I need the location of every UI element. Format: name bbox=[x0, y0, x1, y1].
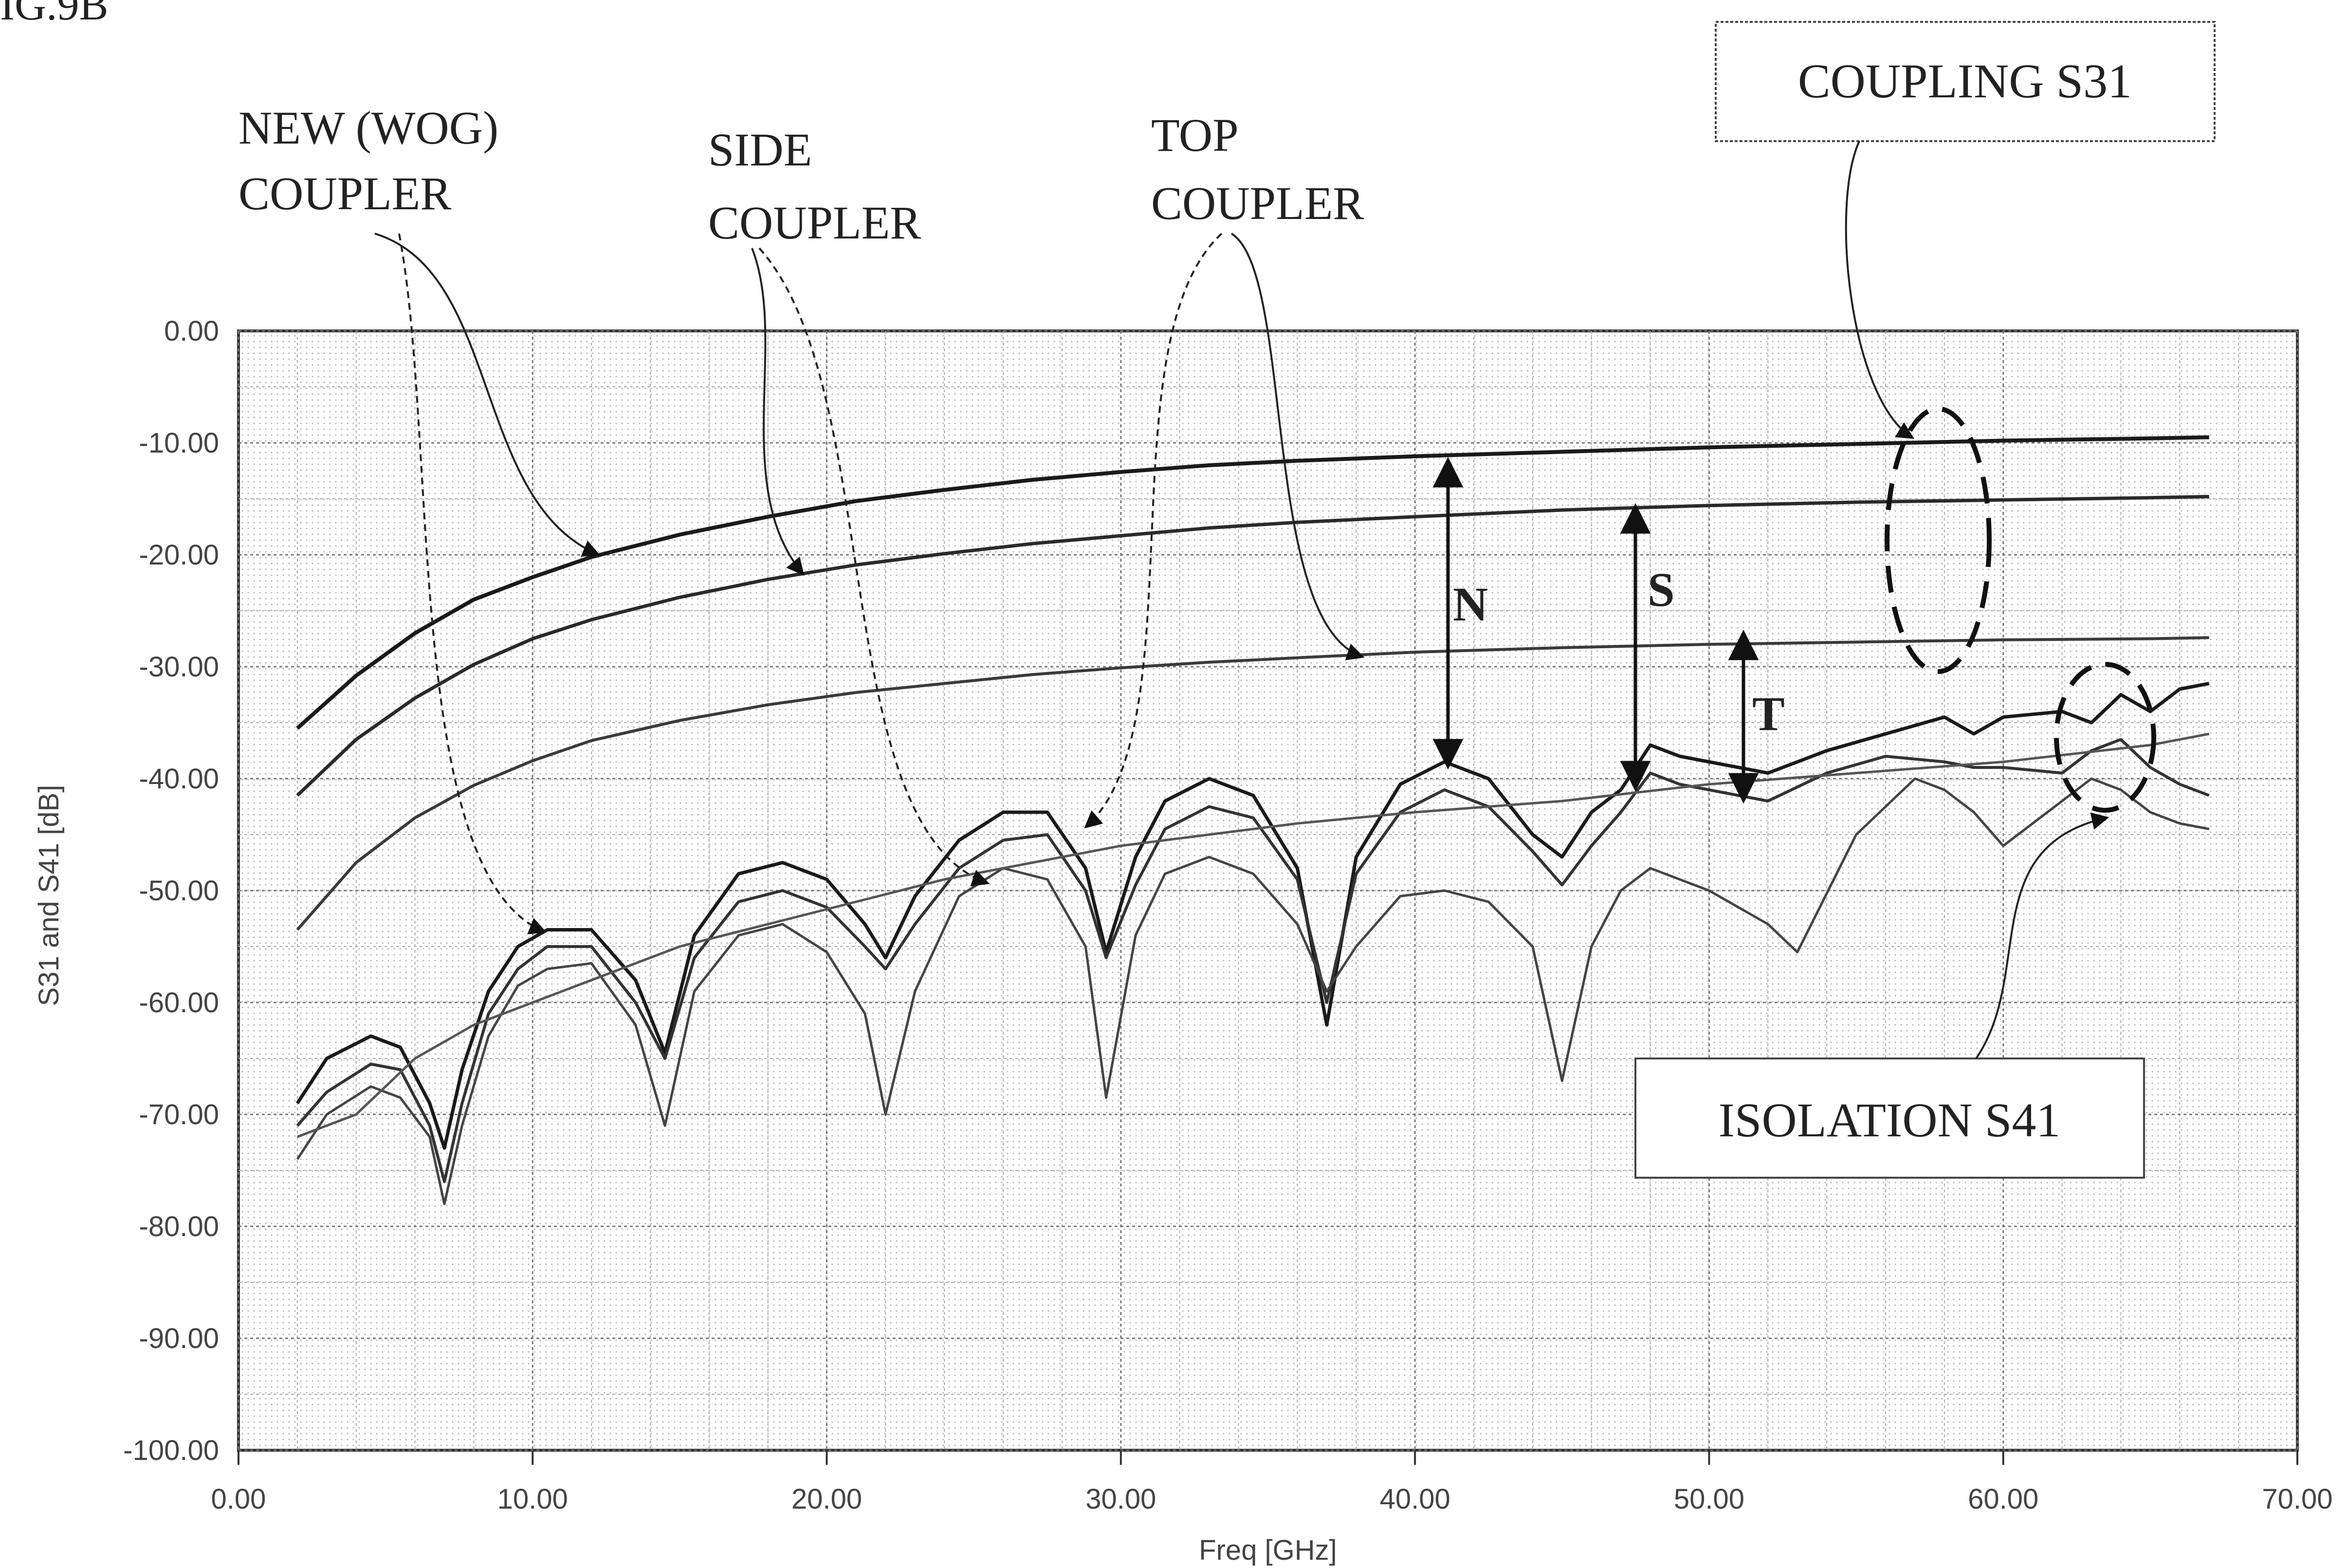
y-tick-label: -60.00 bbox=[139, 987, 219, 1019]
x-tick-label: 20.00 bbox=[791, 1483, 862, 1515]
y-tick-label: -10.00 bbox=[139, 427, 219, 459]
y-tick-label: -100.00 bbox=[123, 1435, 219, 1466]
difference-arrows bbox=[1432, 456, 1759, 804]
x-tick-label: 40.00 bbox=[1380, 1483, 1450, 1515]
series-line bbox=[296, 738, 2210, 1183]
y-tick-label: -90.00 bbox=[139, 1323, 219, 1354]
y-tick-label: -30.00 bbox=[139, 651, 219, 683]
isolation-label: ISOLATION S41 bbox=[1719, 1093, 2061, 1147]
series-line bbox=[296, 435, 2209, 730]
isolation-label-box: ISOLATION S41 bbox=[1634, 1057, 2145, 1179]
new-isolation-leader bbox=[398, 233, 547, 934]
series-line bbox=[296, 636, 2209, 931]
x-tick-label: 0.00 bbox=[211, 1483, 266, 1515]
coupling-leader bbox=[1845, 141, 1915, 439]
top-coupling-leader bbox=[1230, 233, 1365, 660]
top-coupler-line2: COUPLER bbox=[1151, 177, 1364, 229]
side-coupler-line1: SIDE bbox=[708, 124, 812, 176]
x-tick-label: 10.00 bbox=[497, 1483, 568, 1515]
annotation-new-coupler: NEW (WOG) COUPLER bbox=[238, 102, 498, 219]
y-tick-label: -20.00 bbox=[139, 539, 219, 571]
marker-n: N bbox=[1453, 577, 1488, 631]
coupling-label: COUPLING S31 bbox=[1798, 54, 2132, 108]
x-tick-label: 50.00 bbox=[1674, 1483, 1744, 1515]
leader-lines bbox=[374, 141, 2109, 1059]
marker-s: S bbox=[1648, 563, 1675, 617]
axis-ticks: 0.00 10.00 20.00 30.00 40.00 50.00 60.00 70.00 0… bbox=[123, 315, 2332, 1515]
figure-label: IG.9B bbox=[0, 0, 109, 29]
y-tick-label: -70.00 bbox=[139, 1099, 219, 1130]
new-coupler-line1: NEW (WOG) bbox=[238, 102, 498, 154]
annotation-top-coupler: TOP COUPLER bbox=[1151, 109, 1364, 229]
x-tick-label: 30.00 bbox=[1085, 1483, 1156, 1515]
top-isolation-leader bbox=[1084, 233, 1223, 829]
y-tick-label: -50.00 bbox=[139, 875, 219, 907]
series-line bbox=[296, 777, 2210, 1205]
x-tick-label: 60.00 bbox=[1968, 1483, 2038, 1515]
x-axis-label: Freq [GHz] bbox=[1199, 1534, 1337, 1566]
annotation-side-coupler: SIDE COUPLER bbox=[708, 124, 921, 249]
x-tick-label: 70.00 bbox=[2262, 1483, 2332, 1515]
y-tick-label: -40.00 bbox=[139, 763, 219, 795]
y-tick-label: 0.00 bbox=[164, 315, 219, 347]
y-axis-label: S31 and S41 [dB] bbox=[33, 785, 65, 1006]
series-line bbox=[297, 732, 2210, 1138]
isolation-ellipse bbox=[2054, 662, 2156, 813]
side-coupling-leader bbox=[751, 248, 805, 576]
side-coupler-line2: COUPLER bbox=[708, 197, 921, 249]
series-line bbox=[296, 494, 2209, 797]
series-group bbox=[295, 435, 2210, 1205]
top-coupler-line1: TOP bbox=[1151, 109, 1239, 161]
new-coupling-leader bbox=[374, 233, 601, 557]
coupling-label-box: COUPLING S31 bbox=[1715, 21, 2216, 142]
side-isolation-leader bbox=[758, 247, 990, 887]
y-tick-label: -80.00 bbox=[139, 1211, 219, 1242]
marker-t: T bbox=[1752, 687, 1785, 741]
new-coupler-line2: COUPLER bbox=[238, 167, 451, 219]
coupling-ellipse bbox=[1885, 406, 1992, 674]
isolation-leader bbox=[1975, 812, 2109, 1059]
